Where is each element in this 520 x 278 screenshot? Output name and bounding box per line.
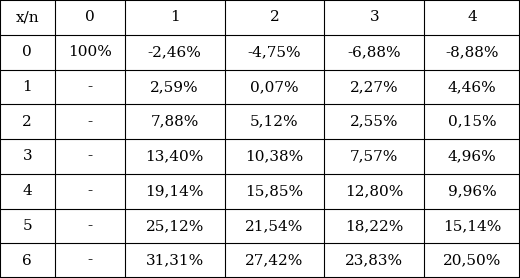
Text: 7,57%: 7,57% [350,149,399,163]
Text: 1: 1 [22,80,32,94]
Text: 12,80%: 12,80% [345,184,404,198]
Text: 4,46%: 4,46% [448,80,497,94]
Text: 2: 2 [22,115,32,129]
Text: 20,50%: 20,50% [443,254,501,268]
Text: 0: 0 [22,45,32,59]
Text: 25,12%: 25,12% [146,219,204,233]
Text: -: - [87,149,92,163]
Text: 5: 5 [22,219,32,233]
Text: x/n: x/n [16,10,39,24]
Text: 4: 4 [467,10,477,24]
Text: 3: 3 [22,149,32,163]
Text: -: - [87,80,92,94]
Text: 21,54%: 21,54% [245,219,304,233]
Text: -6,88%: -6,88% [347,45,401,59]
Text: 19,14%: 19,14% [146,184,204,198]
Text: 4: 4 [22,184,32,198]
Text: 13,40%: 13,40% [146,149,204,163]
Text: 7,88%: 7,88% [150,115,199,129]
Text: -: - [87,254,92,268]
Text: 3: 3 [370,10,379,24]
Text: -8,88%: -8,88% [446,45,499,59]
Text: 9,96%: 9,96% [448,184,497,198]
Text: 2,55%: 2,55% [350,115,399,129]
Text: 0: 0 [85,10,95,24]
Text: 15,85%: 15,85% [245,184,304,198]
Text: 10,38%: 10,38% [245,149,304,163]
Text: 6: 6 [22,254,32,268]
Text: 2,59%: 2,59% [150,80,199,94]
Text: 1: 1 [170,10,179,24]
Text: 31,31%: 31,31% [146,254,204,268]
Text: 0,15%: 0,15% [448,115,497,129]
Text: 2,27%: 2,27% [350,80,399,94]
Text: 27,42%: 27,42% [245,254,304,268]
Text: 0,07%: 0,07% [250,80,299,94]
Text: -: - [87,219,92,233]
Text: 23,83%: 23,83% [345,254,404,268]
Text: 100%: 100% [68,45,112,59]
Text: 4,96%: 4,96% [448,149,497,163]
Text: 15,14%: 15,14% [443,219,501,233]
Text: -4,75%: -4,75% [248,45,302,59]
Text: -: - [87,184,92,198]
Text: 5,12%: 5,12% [250,115,299,129]
Text: -: - [87,115,92,129]
Text: 18,22%: 18,22% [345,219,404,233]
Text: 2: 2 [270,10,279,24]
Text: -2,46%: -2,46% [148,45,202,59]
